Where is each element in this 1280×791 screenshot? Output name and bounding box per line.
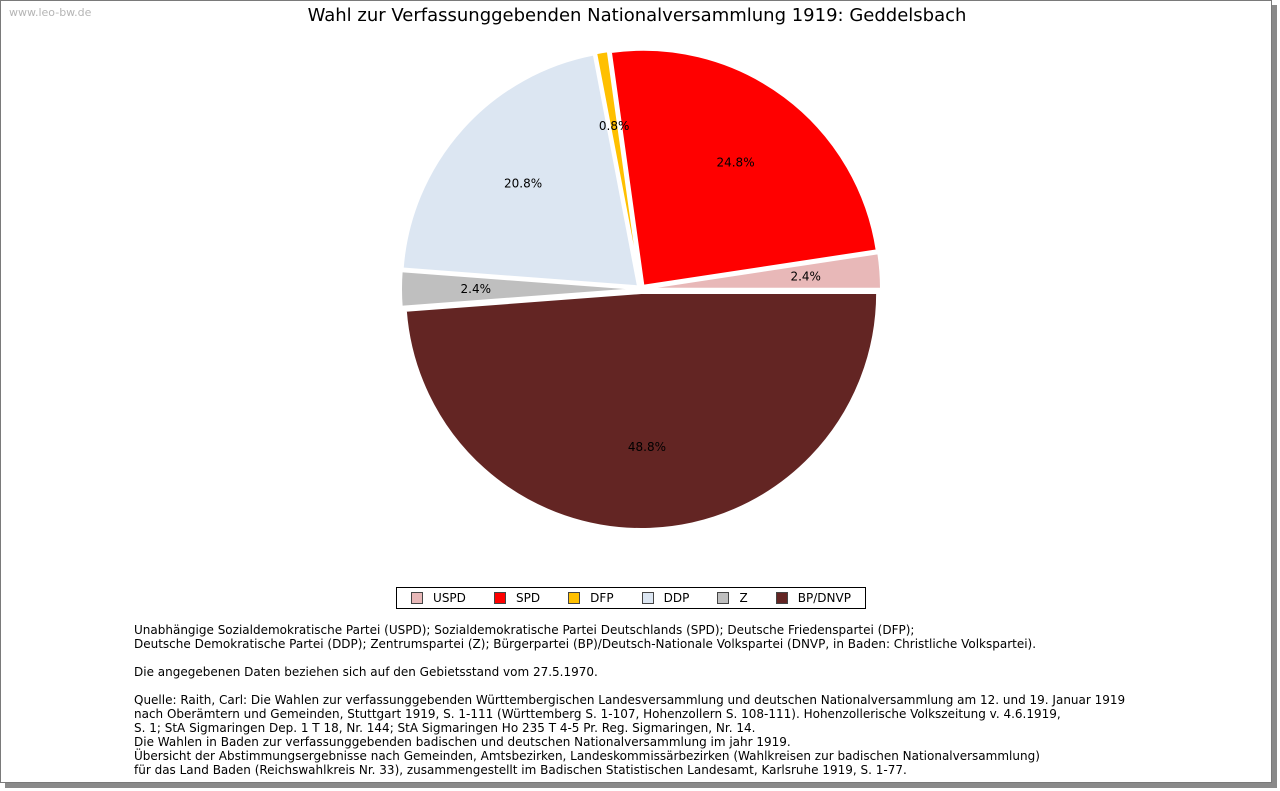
slice-label-ddp: 20.8% xyxy=(504,177,542,191)
legend-swatch-ddp xyxy=(641,592,654,604)
legend-swatch-bp-dnvp xyxy=(775,592,788,604)
chart-notes: Unabhängige Sozialdemokratische Partei (… xyxy=(134,623,1234,777)
slice-label-z: 2.4% xyxy=(461,282,492,296)
source-line-3: S. 1; StA Sigmaringen Dep. 1 T 18, Nr. 1… xyxy=(134,721,756,735)
pie-slice-ddp xyxy=(401,53,640,288)
chart-legend: USPD SPD DFP DDP Z BP/DNVP xyxy=(396,587,866,609)
slice-label-dfp: 0.8% xyxy=(599,119,630,133)
source-line-4: Die Wahlen in Baden zur verfassunggebend… xyxy=(134,735,791,749)
legend-label-uspd: USPD xyxy=(433,591,466,605)
pie-slice-dfp xyxy=(594,50,642,286)
legend-label-bp-dnvp: BP/DNVP xyxy=(797,591,851,605)
legend-item-bp-dnvp: BP/DNVP xyxy=(775,591,851,605)
slice-label-spd: 24.8% xyxy=(716,155,754,169)
pie-slice-bp-dnvp xyxy=(404,291,879,530)
slice-label-bp-dnvp: 48.8% xyxy=(628,440,666,454)
legend-item-dfp: DFP xyxy=(568,591,614,605)
legend-swatch-uspd xyxy=(411,592,424,604)
legend-label-spd: SPD xyxy=(516,591,541,605)
pie-chart: 2.4% 24.8% 0.8% 20.8% 2.4% 48.8% xyxy=(400,48,882,530)
legend-label-ddp: DDP xyxy=(663,591,690,605)
source-line-5: Übersicht der Abstimmungsergebnisse nach… xyxy=(134,749,1040,763)
legend-swatch-dfp xyxy=(568,592,581,604)
watermark: www.leo-bw.de xyxy=(9,6,92,19)
legend-item-spd: SPD xyxy=(494,591,540,605)
legend-item-ddp: DDP xyxy=(641,591,690,605)
source-line-2: nach Oberämtern und Gemeinden, Stuttgart… xyxy=(134,707,1061,721)
legend-label-z: Z xyxy=(739,591,748,605)
source-line-1: Quelle: Raith, Carl: Die Wahlen zur verf… xyxy=(134,693,1126,707)
legend-label-dfp: DFP xyxy=(590,591,614,605)
party-names-line-2: Deutsche Demokratische Partei (DDP); Zen… xyxy=(134,637,1037,651)
pie-slice-uspd xyxy=(644,252,882,290)
pie-slice-spd xyxy=(609,48,878,287)
slice-label-uspd: 2.4% xyxy=(790,270,821,284)
legend-item-uspd: USPD xyxy=(411,591,466,605)
pie-slice-z xyxy=(400,270,638,308)
chart-title: Wahl zur Verfassunggebenden Nationalvers… xyxy=(307,5,967,26)
legend-swatch-spd xyxy=(494,592,506,604)
legend-item-z: Z xyxy=(717,591,748,605)
source-line-6: für das Land Baden (Reichswahlkreis Nr. … xyxy=(134,763,907,777)
territory-note: Die angegebenen Daten beziehen sich auf … xyxy=(134,665,598,679)
legend-swatch-z xyxy=(717,592,730,604)
party-names-line-1: Unabhängige Sozialdemokratische Partei (… xyxy=(134,623,915,637)
